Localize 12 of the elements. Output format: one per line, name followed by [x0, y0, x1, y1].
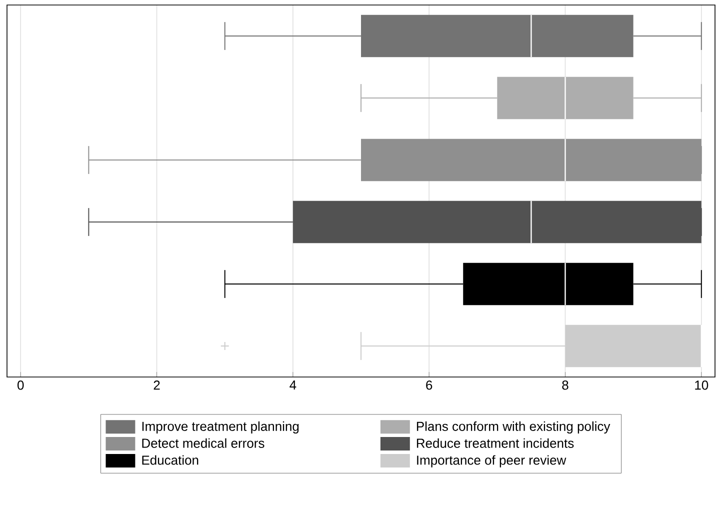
legend-label: Detect medical errors	[142, 438, 264, 448]
x-tick-label: 0	[18, 380, 24, 390]
legend-label: Improve treatment planning	[142, 421, 299, 434]
x-tick-label: 10	[695, 380, 708, 390]
x-tick-label: 6	[426, 380, 432, 390]
x-tick-label: 8	[562, 380, 568, 390]
legend-label: Importance of peer review	[417, 455, 566, 468]
legend-label: Plans conform with existing policy	[416, 421, 610, 434]
legend-label: Reduce treatment incidents	[416, 438, 574, 448]
x-tick-label: 4	[290, 380, 296, 390]
legend-label: Education	[142, 455, 198, 465]
x-tick-label: 2	[154, 380, 160, 390]
